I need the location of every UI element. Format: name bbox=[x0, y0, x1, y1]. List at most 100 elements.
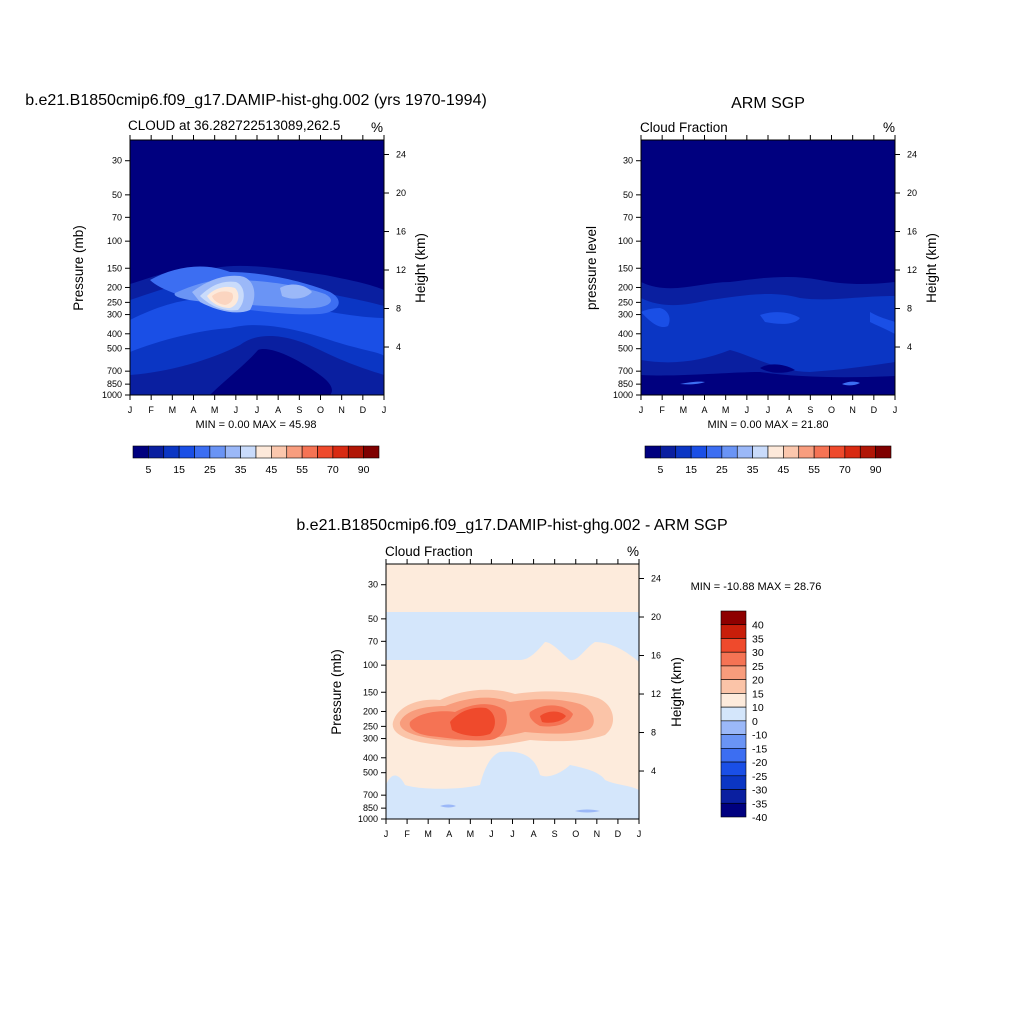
colorbar-box bbox=[720, 775, 747, 790]
colorbar-box bbox=[706, 445, 723, 459]
x-tick-label: J bbox=[489, 829, 494, 839]
y-tick-label: 50 bbox=[368, 614, 378, 624]
x-tick-label: J bbox=[893, 405, 898, 415]
y-tick-label: 150 bbox=[363, 687, 378, 697]
colorbar-box bbox=[271, 445, 288, 459]
x-tick-label: M bbox=[467, 829, 475, 839]
panel-obs-ylabel: pressure level bbox=[584, 226, 599, 310]
panel-obs-axes: J F M A M J J A S O N D J 30 50 70 100 150 200 250 300 400 500… bbox=[613, 135, 917, 415]
colorbar-box bbox=[720, 761, 747, 777]
colorbar-box bbox=[209, 445, 226, 459]
y-tick-label: 500 bbox=[363, 768, 378, 778]
y-tick-right-label: 24 bbox=[907, 150, 917, 160]
colorbar-box bbox=[132, 445, 149, 459]
panel-obs: ARM SGP Cloud Fraction % pressure level … bbox=[584, 95, 939, 476]
colorbar-box bbox=[798, 445, 815, 459]
y-tick-right-label: 4 bbox=[907, 342, 912, 352]
colorbar-label: -40 bbox=[752, 812, 767, 824]
x-tick-label: A bbox=[275, 405, 281, 415]
colorbar-box bbox=[783, 445, 800, 459]
x-tick-label: D bbox=[360, 405, 367, 415]
colorbar-box bbox=[720, 638, 747, 653]
y-tick-label: 850 bbox=[618, 379, 633, 389]
colorbar-box bbox=[240, 445, 257, 459]
colorbar-box bbox=[317, 445, 334, 459]
panel-obs-left-label: Cloud Fraction bbox=[640, 120, 728, 135]
colorbar-box bbox=[660, 445, 677, 459]
colorbar-box bbox=[721, 445, 738, 459]
colorbar-label: 35 bbox=[235, 464, 247, 476]
panel-model-field bbox=[130, 140, 384, 395]
x-tick-label: D bbox=[615, 829, 622, 839]
colorbar-box bbox=[301, 445, 318, 459]
x-tick-label: M bbox=[722, 405, 730, 415]
x-tick-label: F bbox=[404, 829, 410, 839]
y-tick-label: 500 bbox=[107, 344, 122, 354]
y-tick-right-label: 24 bbox=[396, 150, 406, 160]
y-tick-label: 300 bbox=[107, 310, 122, 320]
x-tick-label: J bbox=[384, 829, 389, 839]
panel-model-units: % bbox=[371, 120, 383, 135]
colorbar-box bbox=[844, 445, 861, 459]
x-tick-label: J bbox=[510, 829, 515, 839]
y-tick-label: 400 bbox=[363, 753, 378, 763]
colorbar-box bbox=[720, 693, 747, 708]
colorbar-label: 90 bbox=[870, 464, 882, 476]
y-tick-right-label: 16 bbox=[907, 227, 917, 237]
y-tick-label: 700 bbox=[107, 366, 122, 376]
colorbar-label: 45 bbox=[778, 464, 790, 476]
colorbar-box bbox=[675, 445, 692, 459]
panel-model-ylabel-right: Height (km) bbox=[413, 233, 428, 303]
y-tick-label: 30 bbox=[368, 580, 378, 590]
y-tick-label: 700 bbox=[363, 790, 378, 800]
colorbar-label: 90 bbox=[358, 464, 370, 476]
colorbar-label: 15 bbox=[752, 688, 764, 700]
y-tick-right-label: 12 bbox=[907, 265, 917, 275]
x-tick-label: F bbox=[659, 405, 665, 415]
x-tick-label: O bbox=[572, 829, 579, 839]
x-tick-label: M bbox=[211, 405, 219, 415]
x-tick-label: J bbox=[766, 405, 771, 415]
panel-diff-axes: J F M A M J J A S O N D J 30 50 70 100 150 200 250 300 400 500… bbox=[358, 559, 661, 839]
colorbar-label: 15 bbox=[173, 464, 185, 476]
x-tick-label: O bbox=[317, 405, 324, 415]
y-tick-label: 70 bbox=[623, 212, 633, 222]
x-tick-label: J bbox=[255, 405, 260, 415]
x-tick-label: M bbox=[169, 405, 177, 415]
y-tick-right-label: 8 bbox=[396, 304, 401, 314]
colorbar-box bbox=[752, 445, 769, 459]
colorbar-label: 20 bbox=[752, 675, 764, 687]
x-tick-label: M bbox=[424, 829, 432, 839]
colorbar-box bbox=[720, 789, 747, 804]
colorbar-box bbox=[767, 445, 784, 459]
x-tick-label: J bbox=[234, 405, 239, 415]
colorbar-label: 30 bbox=[752, 647, 764, 659]
x-tick-label: S bbox=[552, 829, 558, 839]
colorbar-label: 35 bbox=[752, 633, 764, 645]
x-tick-label: J bbox=[745, 405, 750, 415]
x-tick-label: O bbox=[828, 405, 835, 415]
colorbar-box bbox=[720, 665, 747, 680]
colorbar-label: -15 bbox=[752, 743, 767, 755]
colorbar-box bbox=[736, 445, 753, 459]
x-tick-label: A bbox=[446, 829, 452, 839]
colorbar-label: 25 bbox=[716, 464, 728, 476]
y-tick-right-label: 24 bbox=[651, 574, 661, 584]
y-tick-right-label: 8 bbox=[907, 304, 912, 314]
colorbar-label: 45 bbox=[266, 464, 278, 476]
x-tick-label: J bbox=[637, 829, 642, 839]
y-tick-label: 70 bbox=[368, 636, 378, 646]
x-tick-label: J bbox=[382, 405, 387, 415]
y-tick-label: 100 bbox=[618, 236, 633, 246]
colorbar-box bbox=[224, 445, 241, 459]
y-tick-label: 100 bbox=[107, 236, 122, 246]
colorbar-label: 25 bbox=[752, 661, 764, 673]
panel-obs-field bbox=[641, 140, 895, 395]
x-tick-label: A bbox=[531, 829, 537, 839]
y-tick-right-label: 20 bbox=[396, 188, 406, 198]
colorbar-box bbox=[178, 445, 195, 459]
y-tick-label: 850 bbox=[107, 379, 122, 389]
y-tick-label: 300 bbox=[363, 734, 378, 744]
